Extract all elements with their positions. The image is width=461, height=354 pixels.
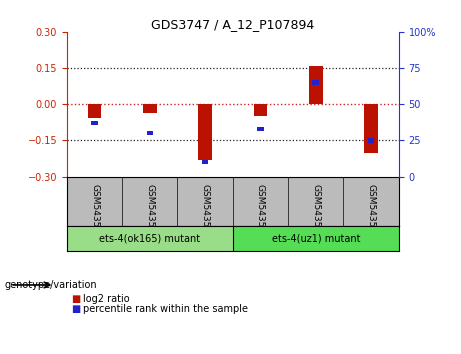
Bar xyxy=(202,160,208,164)
Bar xyxy=(88,104,101,118)
Bar xyxy=(364,104,378,153)
Text: ■: ■ xyxy=(71,294,81,304)
Text: GSM543592: GSM543592 xyxy=(145,184,154,239)
Text: percentile rank within the sample: percentile rank within the sample xyxy=(83,304,248,314)
Bar xyxy=(257,127,264,131)
Text: genotype/variation: genotype/variation xyxy=(5,280,97,290)
Bar xyxy=(368,138,374,143)
Text: GSM543591: GSM543591 xyxy=(256,184,265,239)
Text: ■: ■ xyxy=(71,304,81,314)
Title: GDS3747 / A_12_P107894: GDS3747 / A_12_P107894 xyxy=(151,18,314,31)
Bar xyxy=(143,104,157,113)
Text: log2 ratio: log2 ratio xyxy=(83,294,130,304)
Text: GSM543593: GSM543593 xyxy=(311,184,320,239)
Text: GSM543594: GSM543594 xyxy=(201,184,210,239)
Bar xyxy=(313,80,319,85)
Text: GSM543590: GSM543590 xyxy=(90,184,99,239)
Bar xyxy=(67,227,233,251)
Bar xyxy=(91,121,98,125)
Bar xyxy=(254,104,267,116)
Text: GSM543595: GSM543595 xyxy=(366,184,376,239)
Text: ets-4(uz1) mutant: ets-4(uz1) mutant xyxy=(272,234,360,244)
Bar xyxy=(309,65,323,104)
Bar xyxy=(198,104,212,160)
Text: ets-4(ok165) mutant: ets-4(ok165) mutant xyxy=(99,234,201,244)
Bar xyxy=(233,227,399,251)
Bar xyxy=(147,131,153,135)
